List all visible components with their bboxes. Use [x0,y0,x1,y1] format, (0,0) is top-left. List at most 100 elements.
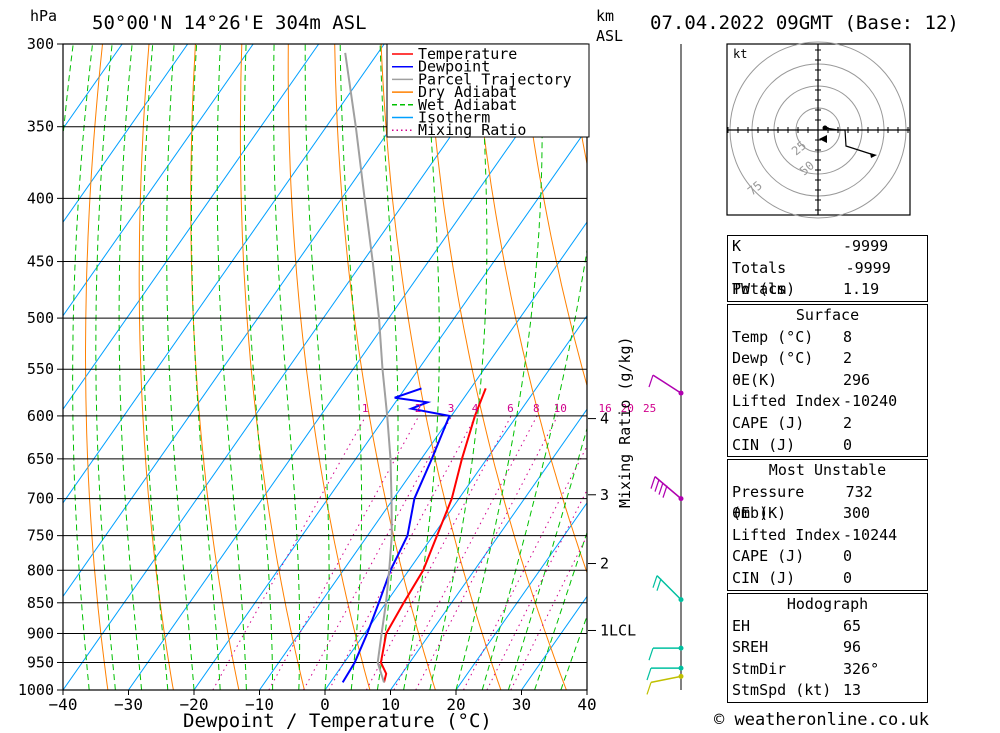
index-row: Lifted Index -10240 [728,391,927,413]
wet-adiabat-line [72,44,93,690]
x-tick-label: 40 [577,695,596,714]
surface-title: Surface [795,306,860,324]
pressure-tick-label: 350 [27,118,54,136]
isotherm-line [128,44,582,690]
dry-adiabat-line [380,44,502,690]
legend-entry: Isotherm [418,109,490,127]
mixing-ratio-label: 1 [362,402,369,415]
index-value: 300 [843,504,871,523]
legend-entry: Dry Adiabat [418,83,517,101]
pressure-tick-label: 500 [27,309,54,327]
pressure-tick-label: 800 [27,561,54,579]
km-axis: 4 3 2 1LCL [588,410,636,639]
wet-adiabat-line [273,44,301,690]
x-axis-title: Dewpoint / Temperature (°C) [183,710,492,732]
index-label: Totals Totals [732,258,787,299]
index-row: Lifted Index -10244 [728,525,927,547]
isotherm-line [63,44,189,224]
pressure-tick-label: 550 [27,360,54,378]
index-row: θE(K) 296 [728,370,927,392]
x-tick-label: −40 [49,695,78,714]
dry-adiabat-line [938,44,1000,690]
asl-unit-label: ASL [596,27,623,45]
isotherm-line [455,501,587,690]
legend-entry: Dewpoint [418,58,490,76]
hodograph-start [822,125,828,131]
pressure-tick-label: 950 [27,653,54,671]
mixing-ratio-line [486,488,587,690]
index-value: -10244 [843,525,898,544]
isotherm-line [193,127,587,690]
index-row: Dewp (°C) 2 [728,348,927,370]
pressure-tick-label: 650 [27,450,54,468]
parcel-trajectory-profile [344,52,393,683]
index-value: 1.19 [843,280,880,299]
index-row: EH 65 [728,616,927,638]
index-value: 2 [843,413,853,432]
hodograph-trace [824,127,875,156]
index-value: -9999 [843,237,889,255]
index-label: SREH [732,638,769,657]
surface-panel: Surface Temp (°C) 8 Dewp (°C) 2 θE(K) 296 Lift… [727,304,928,458]
index-row: CIN (J) 0 [728,568,927,590]
wind-barb-feather [650,476,656,489]
isotherm-line [390,408,587,690]
pressure-tick-label: 750 [27,527,54,545]
isotherm-line [63,44,385,504]
wind-barb-feather [648,647,654,661]
pressure-tick-label: 1000 [18,681,54,699]
hodograph-stats-panel: Hodograph EH 65 SREH 96 StmDir 326° StmSpd (kt… [727,593,928,703]
pressure-tick-label: 700 [27,490,54,508]
hodograph-unit: kt [733,47,747,61]
legend-entry: Parcel Trajectory [418,70,572,88]
legend-entry: Mixing Ratio [418,121,526,139]
indices-panel: K -9999 Totals Totals -9999 PW (cm) 1.19 [727,235,928,302]
index-label: K [732,237,742,255]
temperature-profile [379,388,487,683]
dry-adiabat-line [190,44,240,690]
index-value: 0 [843,547,853,566]
axis-labels: 1 2 3 4 6 8 10 16 20 25 [362,402,656,415]
isotherm-line [63,44,320,411]
index-label: CAPE (J) [732,547,805,566]
dry-adiabat-line [239,44,305,690]
mixing-ratio-label: 8 [533,402,540,415]
mixing-ratio-label: 20 [621,402,634,415]
index-value: 65 [843,616,862,635]
km-tick-label: 3 [600,486,609,504]
index-row: StmSpd (kt) 13 [728,680,927,702]
index-label: Pressure (mb) [732,482,805,523]
wet-adiabat-line [166,44,195,690]
index-row: CIN (J) 0 [728,435,927,457]
mixing-ratio-line [328,415,477,690]
index-label: StmDir [732,659,787,678]
mixing-ratio-line [393,415,538,690]
wind-profile [646,44,684,695]
index-label: StmSpd (kt) [732,681,832,700]
index-value: 296 [843,370,871,389]
x-tick-label: 0 [320,695,330,714]
x-tick-label: −10 [245,695,274,714]
wet-adiabat-line [142,44,169,690]
wind-barb-staff [650,675,682,684]
wind-barb-feather [656,578,662,591]
index-row: K -9999 [728,236,927,258]
index-row: Totals Totals -9999 [728,258,927,299]
wet-adiabat-line [243,44,274,690]
index-row: CAPE (J) 0 [728,546,927,568]
most-unstable-panel: Most Unstable Pressure (mb) 732 θE (K) 300 L… [727,459,928,591]
mixing-ratio-axis-title: Mixing Ratio (g/kg) [616,336,634,508]
mixing-ratio-label: 3 [448,402,455,415]
km-unit-label: km [596,7,614,25]
index-value: 96 [843,638,862,657]
dewpoint-profile [341,387,451,683]
dry-adiabat-line [520,44,587,388]
isotherm-line [63,44,254,317]
index-label: Dewp (°C) [732,349,814,368]
index-row: SREH 96 [728,637,927,659]
index-label: Lifted Index [732,392,841,411]
km-tick-label: 2 [600,555,609,573]
profiles [341,52,487,683]
x-tick-label: 10 [381,695,400,714]
